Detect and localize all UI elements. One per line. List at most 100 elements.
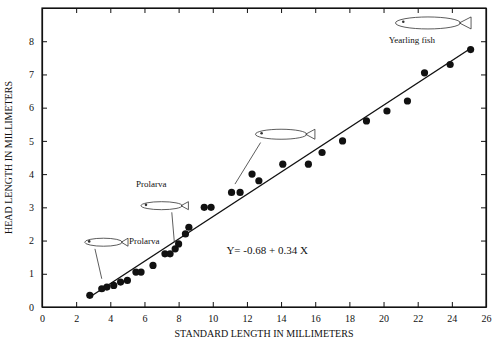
tick-mark (179, 8, 180, 13)
tick: 4 (108, 302, 113, 324)
tick-mark (452, 8, 453, 13)
tick-mark (247, 302, 248, 307)
data-point (255, 177, 262, 184)
tick-mark (42, 108, 47, 109)
tick-label: 8 (29, 36, 34, 47)
tick-mark (42, 274, 47, 275)
tick-label: 22 (413, 313, 423, 324)
tick-label: 7 (29, 69, 34, 80)
tick-label: 12 (242, 313, 252, 324)
fish-drawing (141, 202, 188, 210)
fish-eye (88, 240, 91, 243)
tick-mark (76, 302, 77, 307)
tick-mark (315, 8, 316, 13)
tick-mark (42, 74, 47, 75)
data-point (175, 240, 182, 247)
fish-eye (260, 132, 263, 135)
data-point (305, 161, 312, 168)
tick-mark (481, 41, 486, 42)
data-point (383, 107, 390, 114)
fish-eye (402, 20, 405, 23)
tick-mark (452, 302, 453, 307)
data-point (207, 204, 214, 211)
tick (481, 307, 486, 308)
tick: 16 (311, 302, 321, 324)
data-point (248, 171, 255, 178)
tick-mark (144, 302, 145, 307)
tick-label: 5 (29, 136, 34, 147)
tick-mark (42, 141, 47, 142)
tick (481, 41, 486, 42)
tick-mark (110, 8, 111, 13)
fish-drawing (395, 17, 471, 29)
plot-frame (42, 8, 486, 307)
tick: 8 (177, 302, 182, 324)
tick-mark (481, 207, 486, 208)
tick (144, 8, 145, 13)
data-point (137, 269, 144, 276)
tick-mark (42, 41, 47, 42)
fish-eye (145, 204, 148, 207)
fish-body (255, 129, 306, 139)
data-point (124, 277, 131, 284)
tick-mark (481, 74, 486, 75)
leader-line (235, 143, 261, 185)
tick (481, 174, 486, 175)
tick: 6 (142, 302, 147, 324)
y-axis-right (481, 9, 487, 308)
data-point (185, 224, 192, 231)
tick-mark (481, 108, 486, 109)
tick-label: 10 (208, 313, 218, 324)
tick-mark (144, 8, 145, 13)
axis-line (42, 9, 43, 308)
tick (315, 8, 316, 13)
y-axis-title: HEAD LENGTH IN MILLIMETERS (3, 81, 14, 234)
tick (213, 8, 214, 13)
fish-body (395, 17, 460, 29)
data-point (318, 149, 325, 156)
tick-mark (418, 8, 419, 13)
tick-mark (42, 174, 47, 175)
tick: 0 (29, 302, 47, 313)
tick (418, 8, 419, 13)
data-point (467, 46, 474, 53)
tick (481, 108, 486, 109)
tick-mark (213, 302, 214, 307)
data-point (228, 189, 235, 196)
x-axis-title: STANDARD LENGTH IN MILLIMETERS (175, 328, 354, 339)
tick (481, 241, 486, 242)
tick: 2 (29, 235, 47, 246)
tick: 5 (29, 136, 47, 147)
tick-label: 2 (74, 313, 79, 324)
fish-body (141, 202, 182, 210)
tick-label: 20 (379, 313, 389, 324)
tick (481, 207, 486, 208)
tick (452, 8, 453, 13)
tick: 2 (74, 302, 79, 324)
data-point (363, 117, 370, 124)
tick-label: 6 (29, 102, 34, 113)
tick: 10 (208, 302, 218, 324)
tick-mark (418, 302, 419, 307)
tick-mark (315, 302, 316, 307)
data-point (447, 61, 454, 68)
tick: 6 (29, 102, 47, 113)
tick (179, 8, 180, 13)
tick (76, 8, 77, 13)
data-point (110, 282, 117, 289)
tick-mark (179, 302, 180, 307)
tick: 22 (413, 302, 423, 324)
data-point (236, 189, 243, 196)
tick-mark (384, 8, 385, 13)
axis-line (43, 307, 487, 308)
tick: 3 (29, 202, 47, 213)
fish-drawing (255, 129, 314, 139)
tick-label: 0 (29, 302, 34, 313)
data-point (279, 161, 286, 168)
tick-label: 14 (277, 313, 287, 324)
tick-mark (281, 302, 282, 307)
tick-mark (213, 8, 214, 13)
tick (481, 274, 486, 275)
leader-line (172, 212, 175, 242)
chart: 02468101214161820222426012345678Y= -0.68… (0, 0, 502, 343)
